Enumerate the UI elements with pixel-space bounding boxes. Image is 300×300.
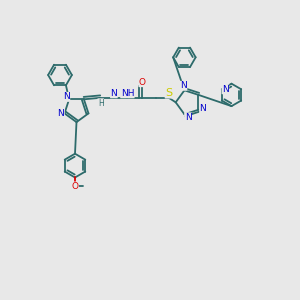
Text: N: N — [222, 85, 229, 94]
Text: S: S — [165, 88, 172, 98]
Text: N: N — [184, 113, 191, 122]
Text: N: N — [180, 81, 187, 90]
Text: N: N — [110, 89, 117, 98]
Text: O: O — [71, 182, 79, 191]
Text: N: N — [63, 92, 70, 101]
Text: N: N — [200, 104, 206, 113]
Text: H: H — [98, 99, 103, 108]
Text: NH: NH — [121, 89, 134, 98]
Text: O: O — [139, 78, 146, 87]
Text: N: N — [58, 109, 64, 118]
